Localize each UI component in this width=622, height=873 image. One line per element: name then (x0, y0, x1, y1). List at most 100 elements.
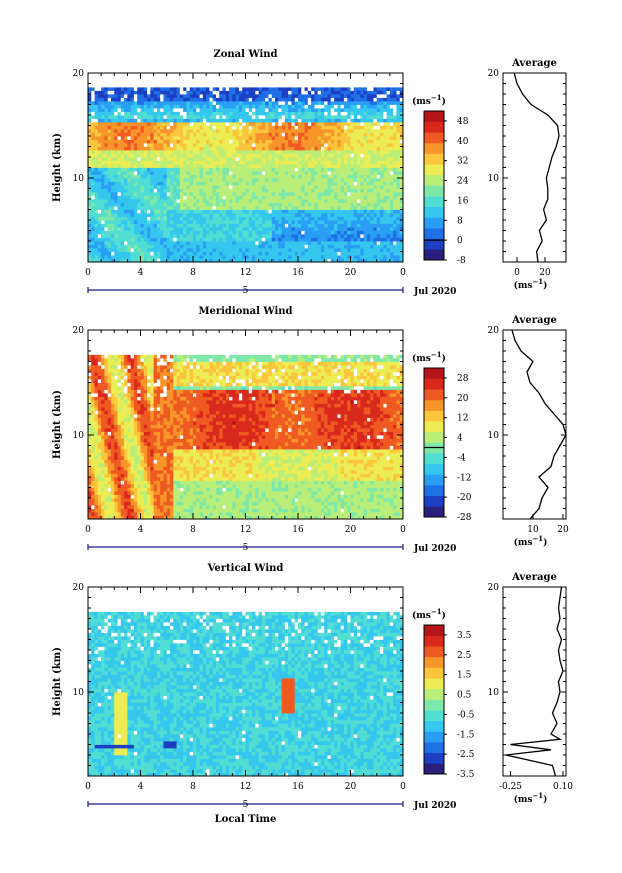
heatmap-cell (383, 125, 387, 130)
heatmap-cell (143, 237, 148, 242)
heatmap-cell (107, 80, 112, 84)
heatmap-cell (291, 97, 296, 102)
heatmap-cell (110, 73, 115, 77)
heatmap-cell (370, 230, 374, 235)
heatmap-cell (189, 241, 194, 245)
heatmap-cell (380, 122, 384, 126)
heatmap-cell (206, 94, 210, 98)
heatmap-cell (179, 150, 184, 154)
heatmap-cell (114, 115, 118, 119)
heatmap-cell (255, 129, 260, 133)
heatmap-cell (258, 244, 263, 249)
heatmap-cell (120, 213, 125, 217)
heatmap-cell (248, 251, 253, 256)
heatmap-cell (320, 223, 325, 228)
heatmap-cell (183, 251, 187, 256)
heatmap-cell (255, 76, 260, 81)
heatmap-cell (324, 220, 328, 224)
heatmap-cell (337, 171, 342, 175)
heatmap-cell (314, 146, 319, 151)
heatmap-cell (166, 209, 171, 214)
heatmap-cell (104, 174, 109, 179)
heatmap-cell (107, 129, 112, 133)
heatmap-cell (91, 132, 95, 137)
heatmap-cell (281, 241, 286, 245)
heatmap-cell (380, 97, 384, 102)
heatmap-cell (124, 115, 128, 119)
heatmap-cell (206, 76, 210, 81)
heatmap-cell (199, 164, 204, 168)
heatmap-cell (252, 202, 256, 207)
heatmap-cell (222, 237, 227, 242)
heatmap-cell (170, 185, 174, 189)
heatmap-cell (347, 146, 351, 151)
heatmap-cell (357, 111, 361, 116)
heatmap-cell (380, 143, 384, 147)
heatmap-cell (271, 255, 276, 259)
heatmap-cell (238, 241, 243, 245)
heatmap-cell (163, 251, 168, 256)
heatmap-cell (288, 213, 292, 217)
heatmap-cell (110, 143, 115, 147)
heatmap-cell (288, 108, 292, 112)
heatmap-cell (320, 206, 325, 210)
heatmap-cell (298, 132, 302, 137)
heatmap-cell (301, 150, 305, 154)
heatmap-cell (117, 237, 122, 242)
heatmap-cell (160, 108, 164, 112)
heatmap-cell (301, 73, 305, 77)
heatmap-cell (189, 80, 194, 84)
heatmap-cell (353, 230, 358, 235)
heatmap-cell (238, 150, 243, 154)
heatmap-cell (324, 164, 328, 168)
heatmap-cell (248, 220, 253, 224)
heatmap-cell (383, 136, 387, 140)
heatmap-cell (284, 230, 289, 235)
heatmap-cell (189, 167, 194, 172)
heatmap-cell (222, 188, 227, 193)
heatmap-cell (94, 167, 99, 172)
heatmap-cell (189, 185, 194, 189)
heatmap-cell (275, 80, 279, 84)
heatmap-cell (196, 80, 200, 84)
heatmap-cell (330, 234, 335, 238)
heatmap-cell (183, 76, 187, 81)
heatmap-cell (91, 125, 95, 130)
heatmap-cell (298, 90, 302, 95)
heatmap-cell (281, 129, 286, 133)
heatmap-cell (179, 136, 184, 140)
heatmap-cell (124, 129, 128, 133)
heatmap-cell (196, 171, 200, 175)
heatmap-cell (278, 160, 282, 165)
heatmap-cell (343, 230, 348, 235)
heatmap-cell (304, 227, 309, 231)
heatmap-cell (386, 87, 391, 91)
heatmap-cell (334, 220, 338, 224)
heatmap-cell (284, 258, 289, 263)
heatmap-cell (275, 153, 279, 158)
heatmap-cell (173, 164, 177, 168)
heatmap-cell (183, 241, 187, 245)
heatmap-cell (281, 185, 286, 189)
heatmap-cell (255, 108, 260, 112)
heatmap-cell (327, 188, 332, 193)
heatmap-cell (232, 230, 237, 235)
heatmap-cell (183, 220, 187, 224)
heatmap-cell (284, 171, 289, 175)
heatmap-cell (222, 206, 227, 210)
heatmap-cell (268, 132, 273, 137)
heatmap-cell (353, 125, 358, 130)
heatmap-cell (222, 97, 227, 102)
heatmap-cell (288, 220, 292, 224)
heatmap-cell (186, 223, 191, 228)
heatmap-cell (193, 139, 197, 144)
heatmap-cell (317, 101, 322, 105)
heatmap-cell (209, 199, 214, 203)
heatmap-cell (281, 206, 286, 210)
heatmap-cell (268, 195, 273, 200)
heatmap-cell (337, 234, 342, 238)
heatmap-cell (340, 139, 345, 144)
heatmap-cell (189, 139, 194, 144)
heatmap-cell (314, 104, 319, 109)
heatmap-cell (373, 223, 378, 228)
